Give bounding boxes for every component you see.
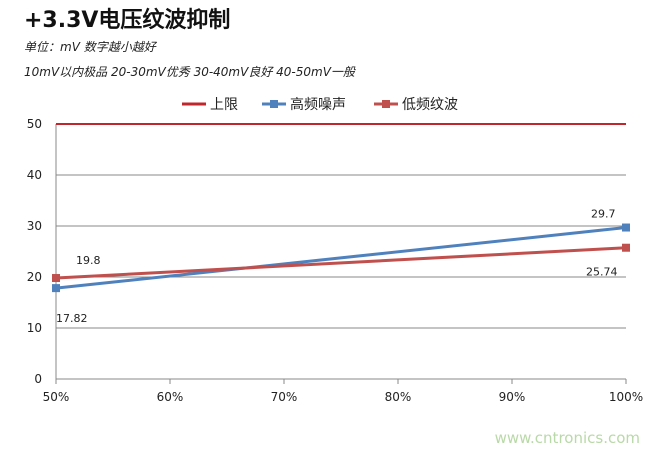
y-tick-label: 40 [27, 168, 42, 182]
legend-label-1: 高频噪声 [290, 96, 346, 113]
x-tick-label: 60% [157, 390, 184, 404]
y-tick-label: 20 [27, 270, 42, 284]
data-point [52, 284, 60, 293]
legend-label-0: 上限 [210, 97, 238, 113]
x-tick-label: 50% [43, 390, 70, 404]
chart-title: +3.3V电压纹波抑制 [24, 8, 231, 33]
legend-label-2: 低频纹波 [402, 97, 458, 113]
x-tick-label: 80% [385, 390, 412, 404]
series-line-1 [55, 226, 627, 290]
subtitle-grades: 10mV以内极品 20-30mV优秀 30-40mV良好 40-50mV一般 [24, 65, 355, 79]
y-tick-label: 10 [27, 321, 42, 335]
subtitle-unit: 单位：mV 数字越小越好 [24, 40, 156, 54]
legend-marker-1 [270, 100, 278, 108]
data-label: 17.82 [56, 312, 88, 325]
x-tick-label: 100% [609, 390, 643, 404]
y-tick-label: 50 [27, 117, 42, 131]
data-point [52, 274, 60, 283]
x-tick-label: 70% [271, 390, 298, 404]
data-point [622, 243, 630, 252]
x-tick-label: 90% [499, 390, 526, 404]
data-point [622, 223, 630, 232]
data-label: 25.74 [586, 266, 618, 279]
y-tick-label: 30 [27, 219, 42, 233]
data-label: 19.8 [76, 254, 101, 267]
legend-marker-2 [382, 100, 390, 108]
data-label: 29.7 [591, 208, 616, 221]
series-line-2 [55, 246, 627, 280]
watermark: www.cntronics.com [494, 429, 640, 447]
y-tick-label: 0 [34, 372, 42, 386]
